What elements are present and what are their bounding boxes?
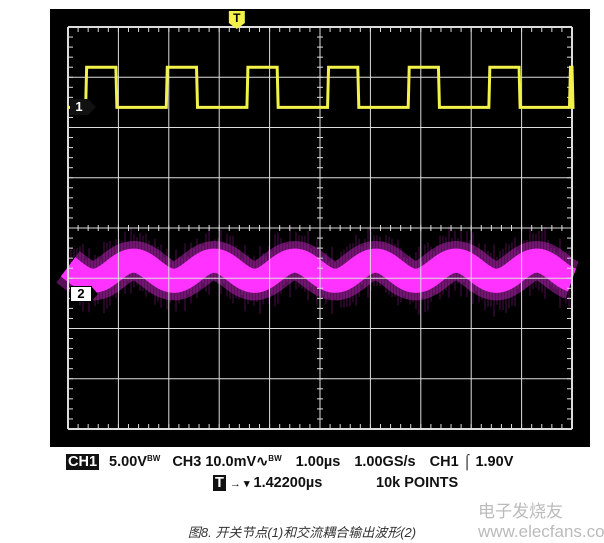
- status-line-2: T → ▾ 1.42200µs: [213, 475, 322, 491]
- ch3-scale: CH3 10.0mV: [172, 454, 256, 470]
- trigger-icon: T: [213, 475, 226, 491]
- trigger-arrow-icon: → ▾: [230, 478, 250, 490]
- record-length: 10k POINTS: [376, 475, 458, 491]
- ch3-bw: BW: [268, 454, 281, 463]
- trigger-source: CH1: [430, 454, 459, 470]
- ch3-coupling-icon: ∿: [256, 454, 268, 470]
- status-line-1: CH1 5.00VBW CH3 10.0mV∿BW 1.00µs 1.00GS/…: [66, 454, 513, 470]
- waveform-plot: T: [50, 9, 590, 447]
- channel-2-marker: 2: [70, 286, 92, 302]
- channel-1-marker: 1: [70, 99, 88, 115]
- figure-caption: 图8. 开关节点(1)和交流耦合输出波形(2): [0, 522, 604, 541]
- trigger-marker-label: T: [233, 11, 241, 25]
- sample-rate: 1.00GS/s: [354, 454, 415, 470]
- timebase: 1.00µs: [296, 454, 341, 470]
- trigger-level: 1.90V: [475, 454, 513, 470]
- ch1-scale: 5.00V: [109, 454, 147, 470]
- ch1-label: CH1: [66, 454, 99, 470]
- ch1-bw: BW: [147, 454, 160, 463]
- trigger-position: 1.42200µs: [254, 475, 323, 491]
- trigger-slope-icon: ⌠: [463, 454, 472, 470]
- oscilloscope-display: T 1 2: [50, 9, 590, 447]
